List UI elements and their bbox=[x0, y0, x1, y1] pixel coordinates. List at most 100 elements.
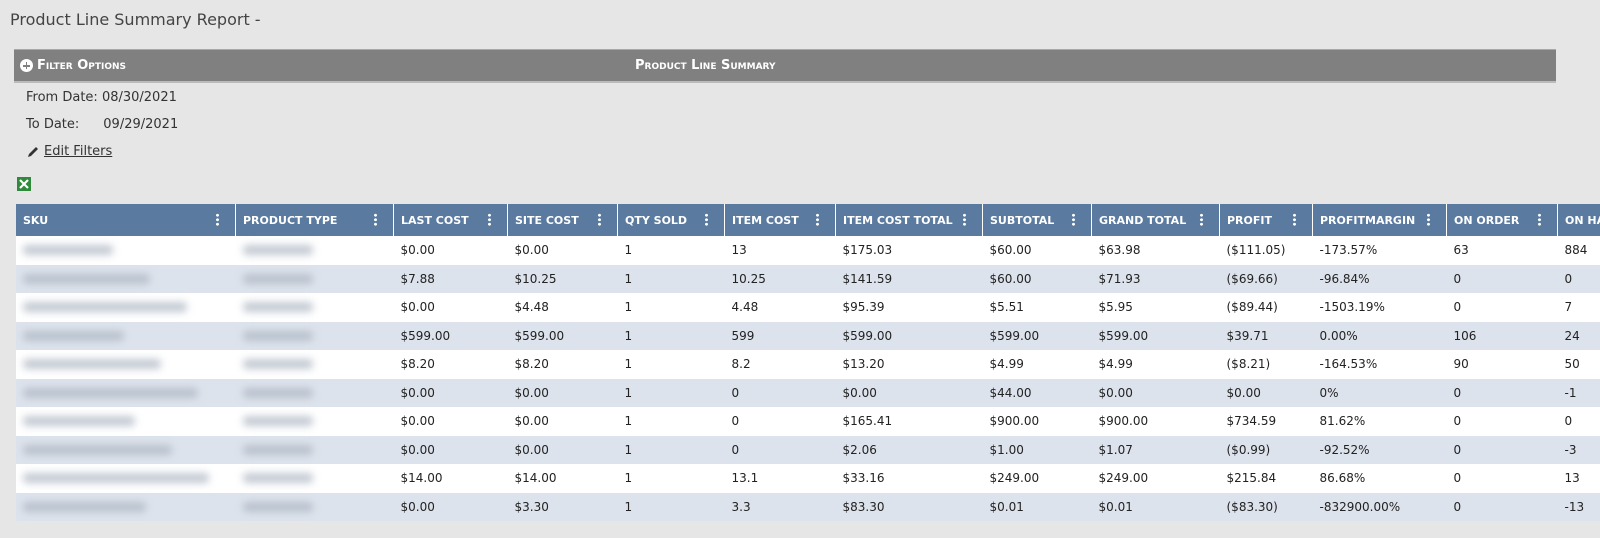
table-cell: $60.00 bbox=[983, 265, 1092, 294]
column-menu[interactable] bbox=[216, 213, 219, 226]
filter-options-button[interactable]: Filter Options bbox=[20, 58, 126, 73]
column-title: PROFITMARGIN bbox=[1320, 214, 1415, 227]
panel-title: Product Line Summary bbox=[635, 58, 776, 73]
redacted-cell bbox=[16, 265, 236, 294]
table-cell: 63 bbox=[1447, 236, 1558, 265]
table-cell: 50 bbox=[1558, 350, 1600, 379]
table-cell: ($89.44) bbox=[1220, 293, 1313, 322]
table-cell: 1 bbox=[618, 464, 725, 493]
table-cell: ($8.21) bbox=[1220, 350, 1313, 379]
blurred-text bbox=[23, 502, 146, 512]
table-cell: 0 bbox=[1447, 407, 1558, 436]
column-menu[interactable] bbox=[598, 213, 601, 226]
column-header: PROFIT bbox=[1220, 204, 1313, 236]
table-cell: -3 bbox=[1558, 436, 1600, 465]
table-cell: $83.30 bbox=[836, 493, 983, 522]
blurred-text bbox=[243, 388, 313, 398]
table-cell: $39.71 bbox=[1220, 322, 1313, 351]
table-cell: $0.00 bbox=[394, 493, 508, 522]
table-cell: $95.39 bbox=[836, 293, 983, 322]
column-title: PROFIT bbox=[1227, 214, 1272, 227]
column-menu[interactable] bbox=[488, 213, 491, 226]
table-cell: 106 bbox=[1447, 322, 1558, 351]
table-cell: 0 bbox=[1447, 493, 1558, 522]
table-cell: -164.53% bbox=[1313, 350, 1447, 379]
table-cell: $900.00 bbox=[1092, 407, 1220, 436]
table-cell: $2.06 bbox=[836, 436, 983, 465]
table-cell: $0.00 bbox=[836, 379, 983, 408]
column-title: SITE COST bbox=[515, 214, 579, 227]
table-cell: 1 bbox=[618, 407, 725, 436]
blurred-text bbox=[243, 445, 313, 455]
table-cell: $14.00 bbox=[394, 464, 508, 493]
table-cell: -92.52% bbox=[1313, 436, 1447, 465]
column-header: ITEM COST TOTAL bbox=[836, 204, 983, 236]
blurred-text bbox=[243, 274, 313, 284]
table-cell: 0 bbox=[1447, 265, 1558, 294]
column-menu[interactable] bbox=[816, 213, 819, 226]
table-cell: $165.41 bbox=[836, 407, 983, 436]
table-cell: $0.01 bbox=[1092, 493, 1220, 522]
edit-filters-link[interactable]: Edit Filters bbox=[44, 144, 112, 159]
filter-options-label: Filter Options bbox=[37, 58, 126, 73]
from-date: From Date: 08/30/2021 bbox=[26, 90, 177, 105]
table-cell: $8.20 bbox=[508, 350, 618, 379]
column-menu[interactable] bbox=[1427, 213, 1430, 226]
to-label: To Date: bbox=[26, 117, 79, 132]
table-cell: ($69.66) bbox=[1220, 265, 1313, 294]
column-menu[interactable] bbox=[1072, 213, 1075, 226]
from-value: 08/30/2021 bbox=[102, 90, 177, 105]
table-cell: $599.00 bbox=[508, 322, 618, 351]
column-menu[interactable] bbox=[374, 213, 377, 226]
table-cell: -173.57% bbox=[1313, 236, 1447, 265]
table-cell: $71.93 bbox=[1092, 265, 1220, 294]
column-header: ON ORDER bbox=[1447, 204, 1558, 236]
pencil-icon bbox=[26, 145, 40, 159]
blurred-text bbox=[243, 473, 313, 483]
table-cell: $4.99 bbox=[983, 350, 1092, 379]
table-cell: 0 bbox=[1558, 265, 1600, 294]
column-title: GRAND TOTAL bbox=[1099, 214, 1186, 227]
table-cell: -832900.00% bbox=[1313, 493, 1447, 522]
blurred-text bbox=[23, 388, 198, 398]
blurred-text bbox=[243, 302, 313, 312]
blurred-text bbox=[243, 416, 313, 426]
column-title: ON ORDER bbox=[1454, 214, 1519, 227]
column-title: QTY SOLD bbox=[625, 214, 687, 227]
column-menu[interactable] bbox=[1293, 213, 1296, 226]
excel-export[interactable] bbox=[16, 176, 32, 192]
table-cell: $60.00 bbox=[983, 236, 1092, 265]
table-cell: 0 bbox=[1558, 407, 1600, 436]
column-menu[interactable] bbox=[963, 213, 966, 226]
column-menu[interactable] bbox=[705, 213, 708, 226]
column-title: ON HAND bbox=[1565, 214, 1600, 227]
table-cell: $33.16 bbox=[836, 464, 983, 493]
column-menu[interactable] bbox=[1200, 213, 1203, 226]
table-cell: 8.2 bbox=[725, 350, 836, 379]
table-cell: 1 bbox=[618, 265, 725, 294]
edit-filters: Edit Filters bbox=[26, 144, 112, 159]
table-cell: $249.00 bbox=[983, 464, 1092, 493]
column-menu[interactable] bbox=[1538, 213, 1541, 226]
table-cell: $0.00 bbox=[394, 407, 508, 436]
table-cell: $63.98 bbox=[1092, 236, 1220, 265]
table-cell: $44.00 bbox=[983, 379, 1092, 408]
table-cell: 4.48 bbox=[725, 293, 836, 322]
table-cell: $13.20 bbox=[836, 350, 983, 379]
table-cell: 0 bbox=[725, 379, 836, 408]
column-title: PRODUCT TYPE bbox=[243, 214, 337, 227]
table-cell: $0.00 bbox=[394, 236, 508, 265]
report-panel: Filter Options Product Line Summary From… bbox=[14, 49, 1556, 538]
table-cell: $599.00 bbox=[983, 322, 1092, 351]
table-cell: $5.95 bbox=[1092, 293, 1220, 322]
table-cell: $5.51 bbox=[983, 293, 1092, 322]
page-title: Product Line Summary Report - bbox=[10, 10, 261, 29]
table-cell: $734.59 bbox=[1220, 407, 1313, 436]
blurred-text bbox=[23, 473, 209, 483]
